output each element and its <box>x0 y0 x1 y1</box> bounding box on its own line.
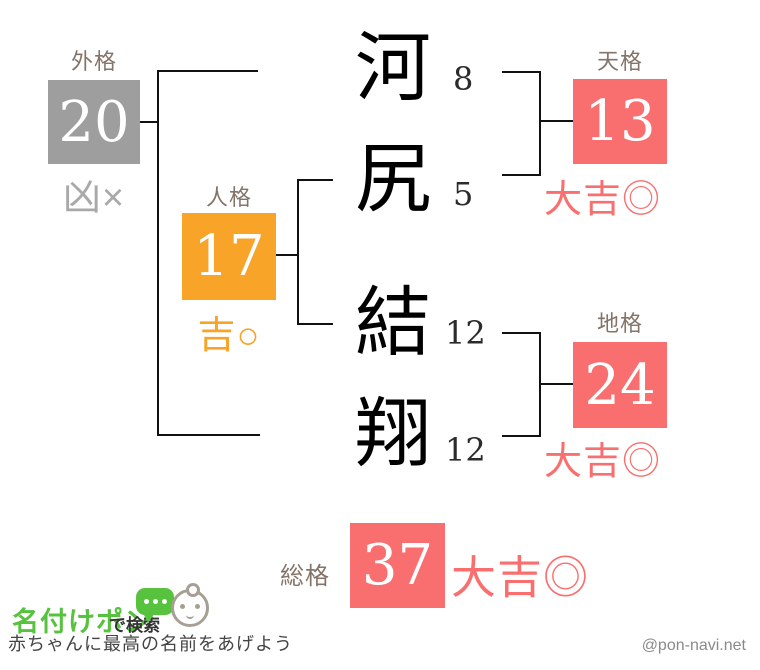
soukaku-result: 大吉◎ <box>451 552 590 603</box>
jinkaku-value-box: 17 <box>182 213 276 300</box>
tenkaku-result: 大吉◎ <box>544 179 662 221</box>
bracket-line <box>539 71 541 176</box>
jinkaku-label: 人格 <box>205 185 252 210</box>
bracket-line <box>539 120 573 122</box>
gaikaku-value-box: 20 <box>48 80 140 164</box>
jinkaku-result: 吉○ <box>197 315 261 357</box>
bracket-line <box>140 121 158 123</box>
bracket-line <box>297 179 333 181</box>
baby-eye <box>195 604 200 609</box>
baby-mouth <box>186 612 194 619</box>
bracket-line <box>276 254 298 256</box>
name-char-4: 翔 <box>355 389 431 478</box>
baby-eye <box>180 604 185 609</box>
bracket-line <box>502 435 541 437</box>
logo-text: 名付けポン <box>12 607 152 637</box>
bracket-line <box>502 71 541 73</box>
stroke-count-4: 12 <box>445 431 486 469</box>
bubble-dot <box>143 599 149 604</box>
bracket-line <box>157 70 258 72</box>
chikaku-value-box: 24 <box>573 342 667 428</box>
name-char-2: 尻 <box>355 134 431 223</box>
chikaku-value: 24 <box>584 352 656 418</box>
chikaku-result: 大吉◎ <box>544 441 662 483</box>
stroke-count-1: 8 <box>453 60 474 98</box>
gaikaku-result: 凶× <box>62 177 126 219</box>
bracket-line <box>157 70 159 436</box>
tenkaku-value: 13 <box>584 89 656 154</box>
name-char-3: 結 <box>355 278 431 367</box>
tagline: 赤ちゃんに最高の名前をあげよう <box>8 634 293 654</box>
bracket-line <box>297 323 333 325</box>
credit-text: @pon-navi.net <box>641 637 746 654</box>
chikaku-label: 地格 <box>596 311 643 336</box>
bracket-line <box>502 332 541 334</box>
name-char-1: 河 <box>355 23 431 112</box>
bracket-line <box>539 383 573 385</box>
gaikaku-value: 20 <box>58 89 130 155</box>
tenkaku-value-box: 13 <box>573 79 667 164</box>
soukaku-value: 37 <box>361 533 434 598</box>
stroke-count-3: 12 <box>445 314 486 352</box>
baby-hair-curl <box>186 583 200 597</box>
bracket-line <box>502 174 541 176</box>
bracket-line <box>297 179 299 325</box>
stroke-count-2: 5 <box>453 175 474 213</box>
bubble-dot <box>161 599 167 604</box>
baby-face-icon <box>171 583 209 627</box>
gaikaku-label: 外格 <box>70 49 117 74</box>
bubble-dot <box>152 599 158 604</box>
jinkaku-value: 17 <box>193 224 265 289</box>
soukaku-label: 総格 <box>280 563 330 590</box>
speech-bubble-icon <box>136 588 174 623</box>
soukaku-value-box: 37 <box>350 523 445 608</box>
tenkaku-label: 天格 <box>596 49 643 74</box>
bracket-line <box>157 434 260 436</box>
